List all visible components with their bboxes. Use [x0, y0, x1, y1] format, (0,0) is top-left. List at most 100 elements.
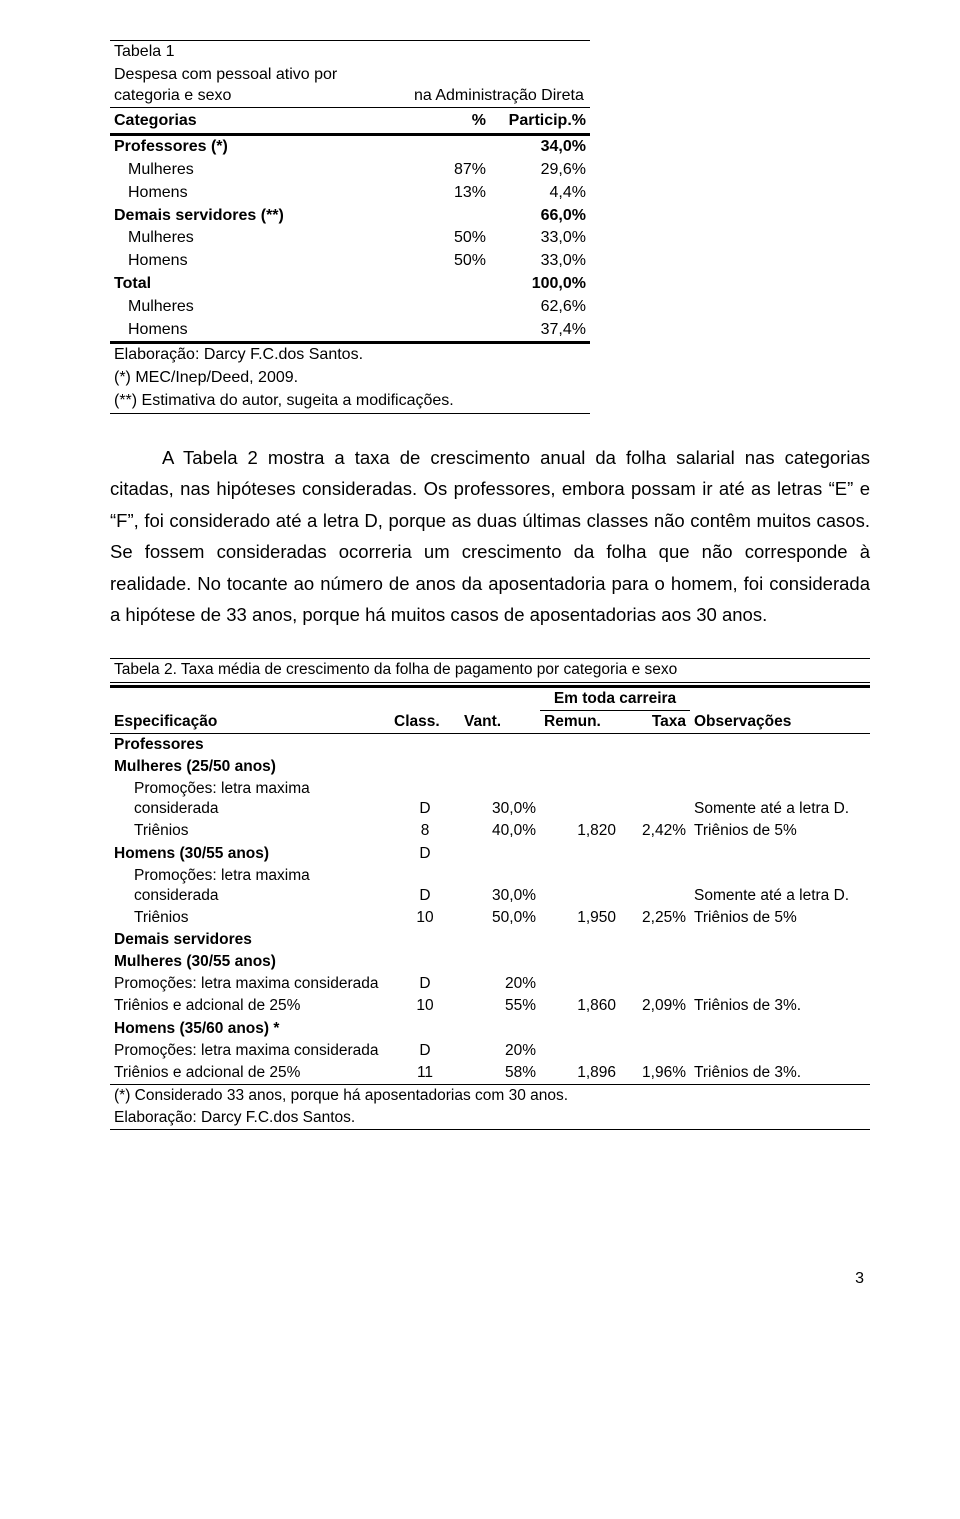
table-row-taxa: [620, 733, 690, 756]
table-row-obs: [690, 733, 870, 756]
table-row-pct: [410, 319, 490, 343]
table-row-class: D: [390, 843, 460, 865]
table2-header-obs: Observações: [690, 710, 870, 733]
table-row-label: Demais servidores (**): [110, 205, 410, 228]
table-row-espec: Homens (30/55 anos): [110, 843, 390, 865]
table-row-vant: 20%: [460, 1040, 540, 1062]
table-1: Tabela 1 Despesa com pessoal ativo por c…: [110, 40, 590, 414]
table-row-particip: 62,6%: [490, 296, 590, 319]
table-row-class: 10: [390, 995, 460, 1017]
table2-header-class: Class.: [390, 710, 460, 733]
table-row-particip: 100,0%: [490, 273, 590, 296]
table2-header-vant: Vant.: [460, 710, 540, 733]
table-row-obs: [690, 1040, 870, 1062]
table-row-espec: Demais servidores: [110, 929, 390, 951]
table-row-label: Homens: [110, 319, 410, 343]
table-row-espec: Professores: [110, 733, 390, 756]
table-row-remun: [540, 1040, 620, 1062]
table-row-espec: Triênios e adcional de 25%: [110, 1062, 390, 1085]
table-row-vant: 40,0%: [460, 820, 540, 842]
table-row-label: Homens: [110, 250, 410, 273]
table2-superheader: Em toda carreira: [540, 686, 690, 710]
table-row-vant: 30,0%: [460, 778, 540, 820]
table1-header-pct: %: [410, 110, 490, 134]
table-row-pct: 50%: [410, 250, 490, 273]
table-row-obs: Triênios de 5%: [690, 820, 870, 842]
table-row-espec: Promoções: letra maxima considerada: [110, 973, 390, 995]
table-row-vant: [460, 951, 540, 973]
table-row-particip: 4,4%: [490, 182, 590, 205]
table-row-taxa: 1,96%: [620, 1062, 690, 1085]
table-row-taxa: 2,42%: [620, 820, 690, 842]
table-row-class: [390, 929, 460, 951]
table-row-taxa: 2,25%: [620, 907, 690, 929]
table-row-pct: 50%: [410, 227, 490, 250]
table-row-obs: [690, 1018, 870, 1040]
table-row-pct: 87%: [410, 159, 490, 182]
table-row-pct: [410, 296, 490, 319]
table-row-particip: 66,0%: [490, 205, 590, 228]
table-row-taxa: [620, 951, 690, 973]
table-row-vant: 20%: [460, 973, 540, 995]
table-row-espec: Homens (35/60 anos) *: [110, 1018, 390, 1040]
table-row-remun: 1,896: [540, 1062, 620, 1085]
table-row-taxa: [620, 778, 690, 820]
table-row-taxa: [620, 843, 690, 865]
table-row-espec: Mulheres (25/50 anos): [110, 756, 390, 778]
table-row-remun: 1,820: [540, 820, 620, 842]
table-row-obs: [690, 951, 870, 973]
table-row-label: Homens: [110, 182, 410, 205]
table-row-label: Mulheres: [110, 227, 410, 250]
table2-header-taxa: Taxa: [620, 710, 690, 733]
table-row-label: Professores (*): [110, 135, 410, 159]
table-row-espec: Mulheres (30/55 anos): [110, 951, 390, 973]
table-row-class: 8: [390, 820, 460, 842]
table-row-label: Mulheres: [110, 159, 410, 182]
table-row-obs: Somente até a letra D.: [690, 865, 870, 907]
table-row-class: D: [390, 865, 460, 907]
table-row-class: [390, 733, 460, 756]
table-row-vant: [460, 733, 540, 756]
table-row-pct: [410, 273, 490, 296]
table-row-class: [390, 1018, 460, 1040]
table-row-remun: [540, 733, 620, 756]
table-row-obs: Triênios de 3%.: [690, 1062, 870, 1085]
table-row-taxa: [620, 1040, 690, 1062]
table-row-remun: [540, 973, 620, 995]
table2-header-espec: Especificação: [110, 710, 390, 733]
table-row-obs: [690, 843, 870, 865]
table-row-obs: Triênios de 3%.: [690, 995, 870, 1017]
table-row-obs: [690, 973, 870, 995]
table-row-remun: [540, 1018, 620, 1040]
table-row-vant: [460, 929, 540, 951]
table-row-vant: 58%: [460, 1062, 540, 1085]
table-row-espec: Triênios: [110, 820, 390, 842]
table-row-obs: Triênios de 5%: [690, 907, 870, 929]
table-row-taxa: [620, 929, 690, 951]
table1-caption-b: na Administração Direta: [410, 64, 590, 108]
table-row-vant: 55%: [460, 995, 540, 1017]
table2-header-remun: Remun.: [540, 710, 620, 733]
table-row-particip: 33,0%: [490, 227, 590, 250]
table1-caption-a: Despesa com pessoal ativo por categoria …: [110, 64, 410, 108]
page-number: 3: [110, 1270, 870, 1288]
table1-note2: (*) MEC/Inep/Deed, 2009.: [110, 367, 590, 390]
table-2: Tabela 2. Taxa média de crescimento da f…: [110, 658, 870, 1130]
table2-footnote1: (*) Considerado 33 anos, porque há apose…: [110, 1085, 870, 1108]
table-row-pct: 13%: [410, 182, 490, 205]
table-row-taxa: 2,09%: [620, 995, 690, 1017]
table1-note3: (**) Estimativa do autor, sugeita a modi…: [110, 390, 590, 413]
table-row-particip: 29,6%: [490, 159, 590, 182]
table-row-label: Mulheres: [110, 296, 410, 319]
table1-title: Tabela 1: [110, 41, 410, 64]
table-row-class: [390, 756, 460, 778]
table-row-remun: 1,860: [540, 995, 620, 1017]
table-row-class: D: [390, 778, 460, 820]
table-row-espec: Triênios e adcional de 25%: [110, 995, 390, 1017]
table-row-obs: Somente até a letra D.: [690, 778, 870, 820]
table-row-class: 10: [390, 907, 460, 929]
table-row-pct: [410, 135, 490, 159]
table-row-class: 11: [390, 1062, 460, 1085]
table-row-obs: [690, 929, 870, 951]
table-row-class: D: [390, 1040, 460, 1062]
